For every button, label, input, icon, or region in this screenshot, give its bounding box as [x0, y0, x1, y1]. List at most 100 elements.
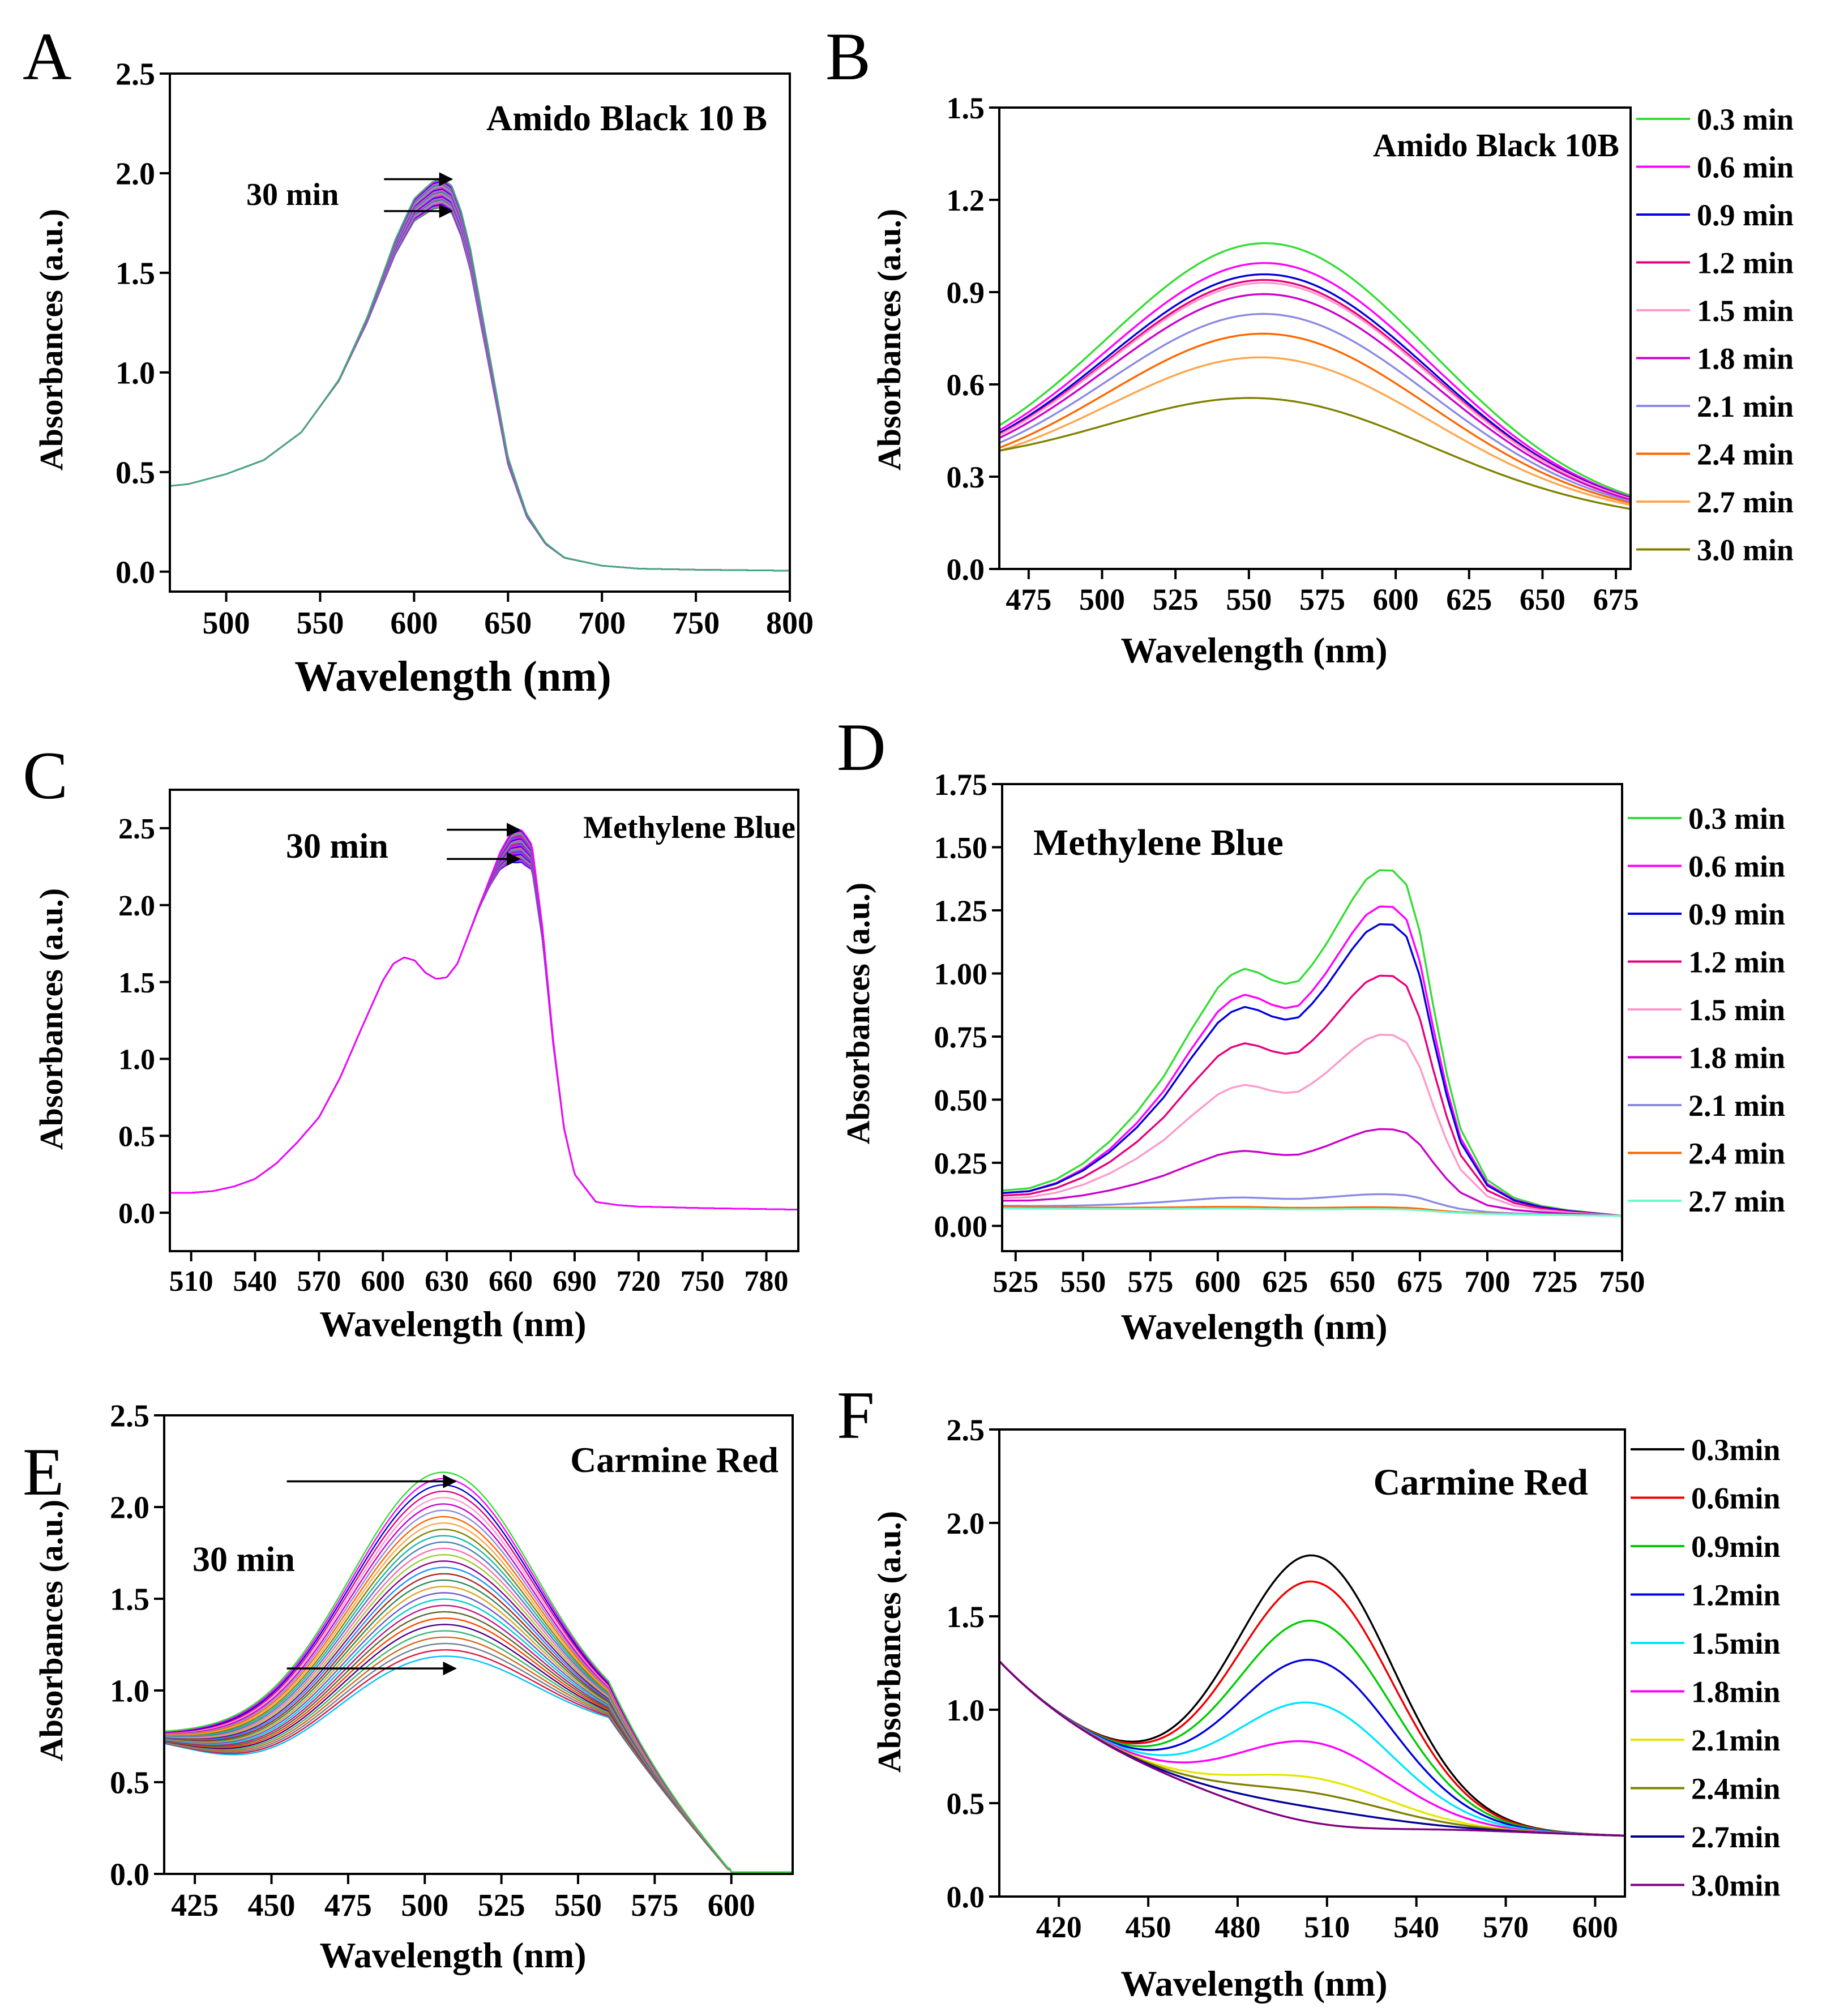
x-tick-label: 690	[553, 1265, 597, 1298]
series-line-A-11	[170, 189, 790, 572]
x-tick-label: 625	[1446, 583, 1492, 617]
legend-label: 0.3min	[1691, 1433, 1781, 1467]
y-tick-label: 0.0	[947, 1880, 985, 1914]
legend-label: 1.5 min	[1697, 294, 1794, 328]
y-tick-label: 0.50	[934, 1083, 988, 1117]
series-line-C-26	[170, 858, 798, 1210]
y-tick-label: 2.5	[110, 1399, 149, 1434]
y-tick-label: 1.2	[947, 183, 985, 217]
annotation-label: 30 min	[246, 177, 339, 212]
series-line-A-22	[170, 200, 790, 572]
y-tick-label: 1.75	[934, 768, 988, 802]
panel-letter: D	[837, 709, 886, 785]
plot-D: 525 550 575 600 625 650 675 700 725 750 0.00 0.25 0.…	[934, 768, 1786, 1299]
series-line-A-12	[170, 190, 790, 572]
panel-letter: C	[23, 738, 68, 813]
series-line-C-29	[170, 861, 798, 1210]
series-line-C-4	[170, 833, 798, 1210]
x-tick-label: 660	[489, 1265, 533, 1298]
x-tick-label: 625	[1262, 1265, 1308, 1299]
x-tick-label: 575	[1127, 1265, 1173, 1299]
x-tick-label: 550	[1226, 583, 1272, 617]
series-line-A-28	[170, 206, 790, 572]
series-line-E-28	[164, 1649, 793, 1873]
series-line-A-19	[170, 196, 790, 572]
y-tick-label: 2.5	[116, 57, 155, 92]
x-tick-label: 525	[993, 1265, 1038, 1299]
x-tick-label: 720	[617, 1265, 661, 1298]
legend-label: 1.5min	[1691, 1627, 1781, 1660]
legend-label: 2.4 min	[1688, 1136, 1785, 1170]
series-line-E-11	[164, 1541, 793, 1873]
x-tick-label: 475	[1006, 583, 1051, 617]
y-tick-label: 1.5	[116, 256, 155, 292]
x-tick-label: 550	[296, 606, 344, 641]
series-group	[999, 1554, 1625, 1837]
x-tick-label: 540	[233, 1265, 277, 1298]
plot-B: 475 500 525 550 575 600 625 650 675 0.0 0.3 0.6 0.9 1…	[947, 91, 1794, 617]
series-line-C-27	[170, 859, 798, 1210]
x-tick-label: 540	[1393, 1910, 1439, 1944]
x-tick-label: 650	[1520, 583, 1565, 617]
y-tick-label: 0.3	[947, 460, 985, 494]
series-line-C-14	[170, 845, 798, 1210]
series-line-A-14	[170, 192, 790, 572]
series-line-C-28	[170, 860, 798, 1210]
panel-letter: E	[23, 1434, 64, 1509]
series-line-C-19	[170, 850, 798, 1210]
series-line-E-0	[164, 1471, 793, 1873]
series-line-E-26	[164, 1636, 793, 1873]
series-line-A-9	[170, 187, 790, 572]
annotation-label: 30 min	[192, 1540, 295, 1579]
plot-frame	[998, 1428, 1626, 1898]
legend-label: 1.8 min	[1697, 341, 1794, 375]
series-line-A-25	[170, 203, 790, 572]
panel-letter: F	[837, 1377, 875, 1453]
series-line-A-0	[170, 178, 790, 572]
series-line-A-6	[170, 184, 790, 572]
y-tick-label: 2.0	[118, 890, 155, 922]
panel-c: C Methylene Blue 30 min Wavelength (nm) …	[23, 738, 795, 1344]
chart-title: Methylene Blue	[1033, 822, 1284, 863]
y-tick-label: 0.0	[110, 1857, 149, 1893]
chart-title: Amido Black 10 B	[486, 98, 767, 138]
plot-C: 510 540 570 600 630 660 690 720 750 780 0.0 0.5 1.0 1…	[118, 789, 799, 1298]
legend-label: 2.1 min	[1688, 1089, 1785, 1123]
y-tick-label: 0.5	[116, 455, 155, 490]
x-tick-label: 575	[631, 1888, 678, 1923]
series-line-2.1min	[999, 1660, 1625, 1837]
y-axis-label: Absorbances (a.u.)	[871, 1511, 908, 1773]
series-line-E-29	[164, 1655, 793, 1873]
series-line-0.6min	[999, 1580, 1625, 1837]
x-tick-label: 500	[1079, 583, 1125, 617]
x-tick-label: 575	[1299, 583, 1345, 617]
x-axis-label: Wavelength (nm)	[1120, 630, 1387, 670]
series-line-A-17	[170, 195, 790, 572]
y-tick-label: 0.0	[116, 555, 155, 590]
series-group	[999, 242, 1631, 510]
series-line-A-18	[170, 196, 790, 572]
legend-label: 0.9min	[1691, 1530, 1781, 1564]
x-tick-label: 450	[1126, 1910, 1171, 1944]
legend: 0.3 min 0.6 min 0.9 min 1.2 min 1.5 min 1.8 m…	[1636, 102, 1794, 567]
y-tick-label: 1.50	[934, 831, 988, 864]
chart-title: Methylene Blue	[583, 810, 795, 845]
y-tick-label: 0.5	[110, 1766, 149, 1801]
y-tick-label: 0.00	[934, 1209, 988, 1243]
x-tick-label: 525	[1153, 583, 1199, 617]
x-axis-label: Wavelength (nm)	[319, 1935, 586, 1975]
y-axis-label: Absorbances (a.u.)	[871, 209, 908, 470]
series-line-0.6 min	[999, 262, 1631, 498]
series-group	[170, 829, 798, 1210]
series-line-2.1 min	[999, 313, 1631, 503]
y-tick-label: 1.5	[947, 91, 985, 125]
x-tick-label: 725	[1532, 1265, 1577, 1299]
plot-frame	[163, 1414, 794, 1875]
series-line-C-16	[170, 847, 798, 1210]
y-axis-label: Absorbances (a.u.)	[33, 1500, 70, 1761]
x-tick-label: 500	[203, 606, 250, 641]
series-line-C-20	[170, 851, 798, 1210]
plot-frame	[169, 789, 799, 1252]
x-tick-label: 675	[1397, 1265, 1443, 1299]
x-tick-label: 600	[390, 606, 438, 641]
